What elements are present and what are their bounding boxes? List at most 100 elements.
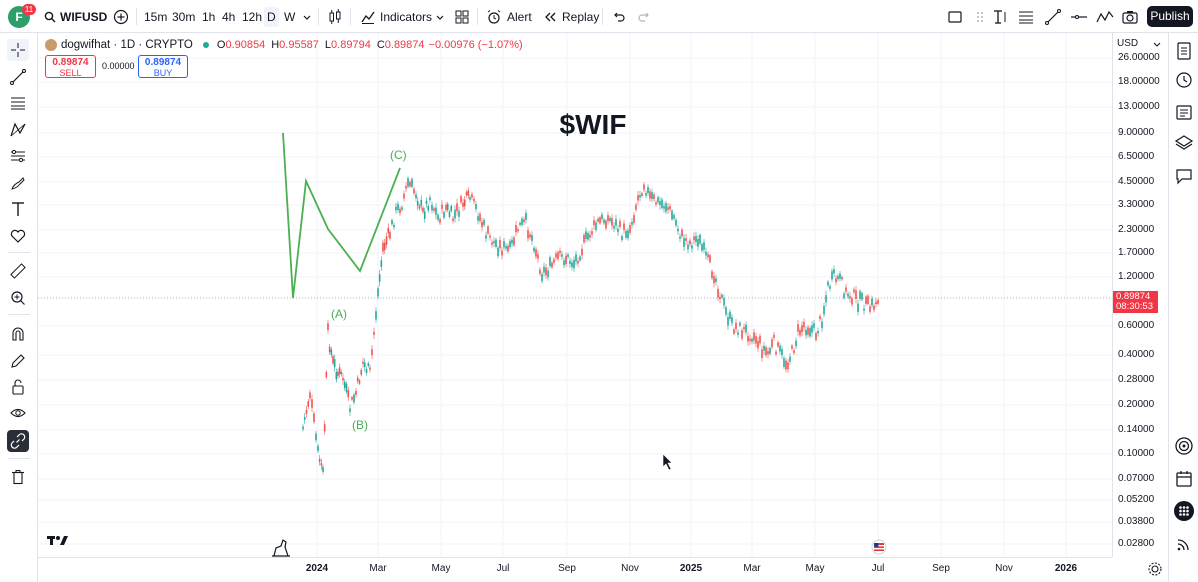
text-tool-button[interactable] (990, 7, 1010, 27)
layout-button[interactable] (945, 7, 965, 27)
candle-body (385, 236, 388, 245)
candle-body (469, 197, 471, 200)
time-axis[interactable]: 2024 Mar May Jul Sep Nov 2025 Mar May Jul Sep Nov 20… (38, 557, 1112, 582)
candle-body (335, 372, 338, 380)
timeframe-15m[interactable]: 15m (144, 10, 168, 24)
crosshair-tool[interactable] (7, 39, 29, 61)
chats-button[interactable] (1173, 165, 1195, 192)
chart-title: $WIF (560, 109, 627, 140)
brush-tool[interactable] (7, 172, 29, 194)
fib-retracement-tool[interactable] (7, 92, 29, 114)
text-cursor-icon (994, 10, 1006, 24)
timeframe-30m[interactable]: 30m (172, 10, 196, 24)
candle-body (651, 192, 653, 199)
snapshot-button[interactable] (1120, 7, 1140, 27)
candle-body (327, 323, 329, 331)
candle-body (456, 203, 458, 212)
candle-body (452, 218, 454, 221)
price-chart[interactable]: (A) (B) (C) $WIF (38, 33, 1112, 557)
chart-type-button[interactable] (325, 7, 345, 27)
indicators-dropdown[interactable] (430, 7, 450, 27)
timeframe-d[interactable]: D (264, 7, 279, 27)
candle-body (367, 363, 370, 366)
compare-symbol-button[interactable] (111, 7, 131, 27)
candle-body (462, 202, 464, 207)
candle-body (519, 222, 521, 225)
alert-button[interactable]: Alert (486, 0, 532, 33)
avatar-letter: F (15, 10, 23, 24)
horizontal-line-icon (1071, 15, 1087, 19)
hide-drawings[interactable] (7, 402, 29, 424)
lock-drawings[interactable] (7, 376, 29, 398)
templates-button[interactable] (452, 7, 472, 27)
axis-settings-button[interactable] (1146, 560, 1164, 578)
timeframe-4h[interactable]: 4h (222, 10, 236, 24)
timeframe-1h[interactable]: 1h (202, 10, 216, 24)
symbol-search[interactable]: WIFUSD (44, 0, 107, 33)
crosshair-icon (11, 43, 25, 57)
trendline-tool-button[interactable] (1043, 7, 1063, 27)
replay-button[interactable]: Replay (543, 0, 599, 33)
candle-body (829, 286, 831, 289)
favorites-tool[interactable] (7, 225, 29, 247)
alerts-button[interactable] (1173, 69, 1195, 96)
redo-button[interactable] (634, 7, 654, 27)
timeframe-12h[interactable]: 12h (242, 10, 263, 24)
candle-body (843, 293, 845, 299)
trendline-tool[interactable] (7, 66, 29, 88)
watchlist-button[interactable] (1173, 40, 1195, 67)
pattern-tool-button[interactable] (1095, 7, 1115, 27)
drag-handle-icon[interactable] (970, 7, 990, 27)
candle-body (393, 224, 395, 228)
sell-button[interactable]: 0.89874 SELL (45, 55, 96, 78)
sync-drawings[interactable] (7, 430, 29, 452)
price-axis[interactable]: 26.00000 18.00000 13.00000 9.00000 6.50000 4.… (1112, 33, 1168, 557)
candle-body (699, 234, 701, 244)
data-window-button[interactable] (1173, 101, 1195, 128)
target-icon (1175, 437, 1193, 455)
pattern-tool[interactable] (7, 119, 29, 141)
candle-body (809, 328, 811, 337)
object-tree-button[interactable] (1173, 132, 1195, 159)
price-tick-label: 0.60000 (1118, 320, 1155, 331)
remove-drawings[interactable] (7, 466, 29, 488)
candle-body (431, 204, 433, 211)
currency-select[interactable]: USD (1114, 36, 1164, 52)
text-tool[interactable] (7, 198, 29, 220)
chart-pane[interactable]: (A) (B) (C) $WIF (38, 33, 1112, 557)
ideas-button[interactable] (1173, 435, 1195, 462)
magnet-tool[interactable] (7, 323, 29, 345)
chevron-down-icon (1153, 42, 1161, 47)
forecast-tool[interactable] (7, 145, 29, 167)
pattern-icon (10, 122, 26, 137)
publish-button[interactable]: Publish (1147, 6, 1193, 27)
price-tick-label: 26.00000 (1118, 52, 1160, 63)
candle-body (819, 316, 821, 320)
candle-body (839, 273, 841, 279)
indicators-button[interactable]: Indicators (360, 0, 432, 33)
buy-button[interactable]: 0.89874 BUY (138, 55, 188, 78)
signal-button[interactable] (1173, 533, 1195, 560)
candle-body (423, 211, 426, 219)
hline-tool-button[interactable] (1069, 7, 1089, 27)
apps-button[interactable] (1173, 500, 1195, 527)
timeframe-w[interactable]: W (284, 10, 296, 24)
timeframe-dropdown[interactable] (297, 7, 317, 27)
zoom-tool[interactable] (7, 287, 29, 309)
candle-body (771, 339, 773, 348)
calendar-button[interactable] (1173, 468, 1195, 495)
candle-body (483, 220, 485, 225)
candle-body (713, 276, 715, 284)
candle-body (667, 207, 669, 210)
measure-tool[interactable] (7, 260, 29, 282)
eye-icon (10, 408, 26, 418)
square-icon (948, 11, 962, 23)
candle-body (347, 390, 350, 398)
sell-label: SELL (59, 68, 82, 78)
symbol-legend[interactable]: dogwifhat · 1D · CRYPTO O 0.90854 H 0.9558… (45, 38, 523, 52)
stay-in-drawing-mode[interactable] (7, 350, 29, 372)
candle-body (733, 329, 735, 334)
fib-tool-button[interactable] (1016, 7, 1036, 27)
undo-button[interactable] (609, 7, 629, 27)
candle-body (337, 371, 339, 376)
